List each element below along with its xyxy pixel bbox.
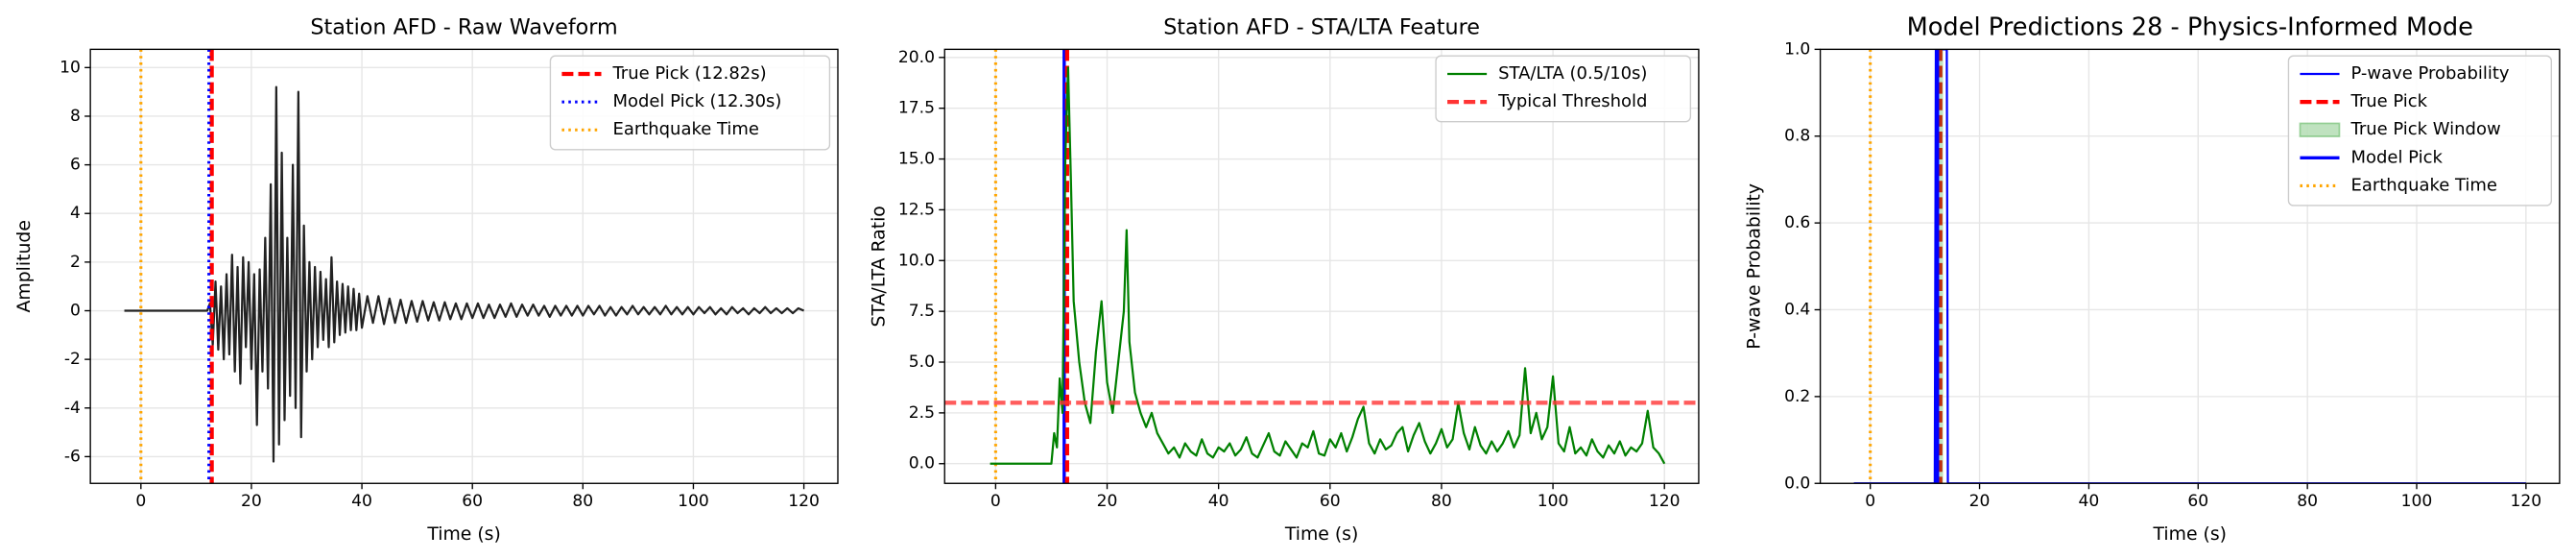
plot-area: [944, 49, 1699, 484]
y-tick-label: 0.0: [909, 454, 935, 474]
y-tick-label: 17.5: [898, 99, 935, 118]
legend-box: [2287, 55, 2553, 207]
y-tick-label: 0.8: [1784, 127, 1810, 146]
legend-label: Earthquake Time: [612, 119, 759, 139]
x-tick-label: 120: [1649, 492, 1681, 511]
x-tick-label: 20: [1097, 492, 1118, 511]
chart-title: Station AFD - STA/LTA Feature: [1163, 15, 1480, 40]
legend: P-wave Probability True Pick True Pick Win…: [2287, 55, 2553, 207]
y-tick-label: -6: [64, 447, 81, 466]
x-tick-label: 100: [1538, 492, 1569, 511]
y-tick-label: 10.0: [898, 251, 935, 270]
legend-swatch: [2299, 122, 2341, 137]
x-tick-label: 0: [1865, 492, 1875, 511]
legend-label: True Pick (12.82s): [611, 63, 766, 84]
y-tick-label: 2.5: [909, 403, 935, 423]
y-tick-label: 20.0: [898, 48, 935, 67]
subplot: 0 20 40 60 80 100 120 0.0 0.2 0.4 0.6 0.8 1.0 Model P…: [1745, 13, 2561, 545]
y-tick-label: 0.0: [1784, 474, 1810, 493]
y-tick-label: 2: [70, 253, 81, 272]
y-tick-label: -4: [64, 399, 81, 418]
y-tick-label: 12.5: [898, 200, 935, 219]
legend: True Pick (12.82s) Model Pick (12.30s) Ear…: [549, 55, 831, 151]
legend-label: STA/LTA (0.5/10s): [1498, 63, 1647, 84]
x-axis-label: Time (s): [426, 524, 501, 545]
y-tick-label: 0: [70, 302, 81, 321]
x-tick-label: 60: [2187, 492, 2208, 511]
y-tick-label: 0.2: [1784, 387, 1810, 406]
x-axis-label: Time (s): [2152, 524, 2227, 545]
plot-area: [1853, 49, 2526, 484]
y-axis-label: STA/LTA Ratio: [869, 206, 889, 327]
legend-label: True Pick: [2349, 91, 2427, 111]
axes-frame: [943, 48, 1700, 484]
subplot: 0 20 40 60 80 100 120 0.0 2.5 5.0 7.5 10.0 12.5 15.0 1…: [869, 15, 1700, 545]
legend-label: P-wave Probability: [2350, 63, 2509, 84]
axes-frame: [89, 48, 839, 484]
y-tick-label: 5.0: [909, 352, 935, 372]
x-tick-label: 60: [462, 492, 483, 511]
y-tick-label: 6: [70, 156, 81, 175]
chart-title: Station AFD - Raw Waveform: [310, 15, 617, 40]
y-tick-label: 15.0: [898, 150, 935, 169]
x-tick-label: 80: [2297, 492, 2318, 511]
y-tick-label: 4: [70, 204, 81, 223]
x-tick-label: 100: [2401, 492, 2433, 511]
y-axis-label: P-wave Probability: [1745, 183, 1765, 350]
data-line: [124, 85, 805, 463]
x-tick-label: 40: [2079, 492, 2100, 511]
legend: STA/LTA (0.5/10s) Typical Threshold: [1435, 55, 1692, 123]
x-tick-label: 120: [2511, 492, 2542, 511]
x-tick-label: 20: [1969, 492, 1991, 511]
chart-title: Model Predictions 28 - Physics-Informed …: [1907, 13, 2473, 42]
x-tick-label: 40: [351, 492, 372, 511]
x-tick-label: 60: [1320, 492, 1341, 511]
y-tick-label: 0.6: [1784, 213, 1810, 232]
legend-box: [549, 55, 831, 151]
x-axis-label: Time (s): [1284, 524, 1359, 545]
subplot: 0 20 40 60 80 100 120 -6 -4 -2 0 2 4 6 8 10 Station AFD …: [14, 15, 839, 545]
y-tick-label: 1.0: [1784, 39, 1810, 59]
x-tick-label: 80: [572, 492, 593, 511]
x-tick-label: 80: [1431, 492, 1452, 511]
legend-label: Typical Threshold: [1497, 91, 1647, 111]
legend-label: True Pick Window: [2349, 119, 2500, 139]
x-tick-label: 0: [990, 492, 1001, 511]
span: [1937, 49, 1944, 484]
plot-area: [124, 49, 805, 484]
y-axis-label: Amplitude: [14, 220, 35, 312]
legend-box: [1435, 55, 1692, 123]
x-tick-label: 120: [788, 492, 820, 511]
y-tick-label: 0.4: [1784, 300, 1810, 319]
y-tick-label: -2: [64, 350, 81, 369]
axes-frame: [1819, 48, 2561, 484]
x-tick-label: 20: [241, 492, 262, 511]
y-tick-label: 8: [70, 107, 81, 126]
legend-label: Model Pick (12.30s): [612, 91, 781, 111]
x-tick-label: 40: [1208, 492, 1229, 511]
y-tick-label: 10: [60, 58, 81, 77]
data-line: [990, 66, 1666, 465]
legend-label: Earthquake Time: [2350, 175, 2497, 195]
y-tick-label: 7.5: [909, 302, 935, 321]
legend-label: Model Pick: [2350, 147, 2443, 167]
x-tick-label: 100: [678, 492, 709, 511]
x-tick-label: 0: [135, 492, 146, 511]
